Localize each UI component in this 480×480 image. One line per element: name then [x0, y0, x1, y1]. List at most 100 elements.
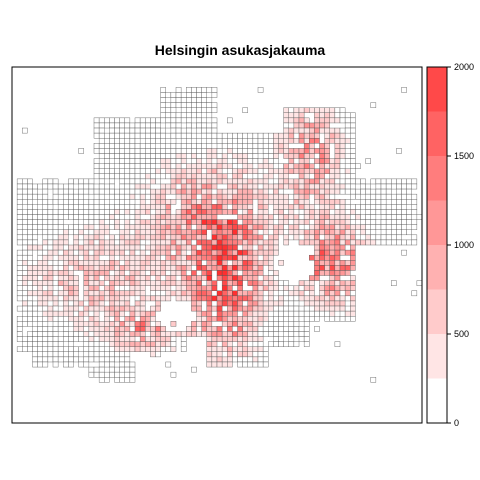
- heatmap-cell: [83, 285, 90, 291]
- heatmap-cell: [139, 346, 146, 352]
- heatmap-cell: [298, 188, 305, 195]
- heatmap-cell: [78, 300, 84, 307]
- heatmap-cell: [114, 300, 120, 307]
- heatmap-cell: [37, 275, 43, 281]
- heatmap-cell: [83, 229, 90, 236]
- heatmap-cell: [145, 173, 151, 180]
- heatmap-cell: [104, 122, 110, 129]
- heatmap-cell: [247, 229, 254, 236]
- heatmap-cell: [268, 158, 274, 164]
- heatmap-cell: [42, 310, 49, 317]
- heatmap-cell: [27, 219, 33, 225]
- heatmap-cell: [237, 132, 243, 139]
- heatmap-cell: [375, 219, 382, 225]
- heatmap-cell: [247, 265, 254, 271]
- heatmap-cell: [83, 214, 90, 220]
- heatmap-cell: [232, 204, 238, 210]
- heatmap-cell: [42, 331, 49, 337]
- heatmap-cell: [268, 244, 274, 251]
- heatmap-cell: [32, 351, 38, 358]
- heatmap-cell: [380, 234, 387, 241]
- heatmap-cell: [155, 326, 161, 332]
- heatmap-cell: [27, 193, 33, 200]
- heatmap-cell: [211, 117, 218, 124]
- heatmap-cell: [93, 270, 100, 276]
- heatmap-cell: [314, 188, 320, 195]
- heatmap-cell: [83, 244, 90, 251]
- heatmap-cell: [119, 326, 125, 332]
- heatmap-cell: [227, 234, 233, 241]
- heatmap-cell: [104, 209, 110, 215]
- heatmap-cell: [242, 148, 248, 154]
- heatmap-cell: [37, 346, 43, 352]
- heatmap-cell: [334, 158, 341, 164]
- heatmap-cell: [288, 163, 295, 169]
- heatmap-cell: [139, 229, 146, 236]
- heatmap-cell: [303, 285, 310, 291]
- heatmap-cell: [232, 132, 238, 139]
- heatmap-cell: [298, 326, 305, 332]
- heatmap-cell: [139, 188, 146, 195]
- heatmap-cell: [411, 178, 418, 185]
- heatmap-cell: [201, 183, 207, 190]
- heatmap-cell: [63, 300, 69, 307]
- heatmap-cell: [119, 366, 125, 373]
- heatmap-cell: [170, 188, 177, 195]
- heatmap-cell: [252, 326, 259, 332]
- heatmap-cell: [309, 239, 315, 246]
- heatmap-cell: [155, 178, 161, 185]
- heatmap-cell: [155, 127, 161, 134]
- heatmap-cell: [401, 199, 407, 205]
- heatmap-cell: [206, 132, 213, 139]
- heatmap-cell: [175, 168, 182, 175]
- heatmap-cell: [380, 224, 387, 230]
- heatmap-cell: [88, 326, 95, 332]
- heatmap-cell: [201, 153, 207, 159]
- heatmap-cell: [73, 275, 79, 281]
- heatmap-cell: [155, 193, 161, 200]
- heatmap-cell: [278, 224, 284, 230]
- heatmap-cell: [134, 229, 141, 236]
- heatmap-cell: [211, 234, 218, 241]
- heatmap-cell: [211, 239, 218, 246]
- heatmap-cell: [114, 173, 120, 180]
- heatmap-cell: [68, 316, 74, 322]
- heatmap-cell: [155, 214, 161, 220]
- heatmap-cell: [380, 214, 387, 220]
- heatmap-cell: [139, 193, 146, 200]
- legend-swatch: [427, 378, 447, 423]
- heatmap-cell: [237, 260, 243, 266]
- heatmap-cell: [22, 249, 28, 256]
- heatmap-cell: [232, 244, 238, 251]
- heatmap-cell: [124, 137, 131, 144]
- heatmap-cell: [303, 168, 310, 175]
- heatmap-cell: [268, 234, 274, 241]
- heatmap-cell: [247, 300, 254, 307]
- heatmap-cell: [237, 239, 243, 246]
- heatmap-cell: [98, 371, 105, 378]
- heatmap-cell: [98, 127, 105, 134]
- heatmap-cell: [32, 239, 38, 246]
- heatmap-cell: [165, 361, 172, 368]
- heatmap-cell: [114, 280, 120, 286]
- heatmap-cell: [196, 265, 202, 271]
- heatmap-cell: [155, 199, 161, 205]
- heatmap-cell: [175, 117, 182, 124]
- heatmap-cell: [186, 112, 192, 119]
- heatmap-cell: [129, 209, 136, 215]
- heatmap-cell: [155, 295, 161, 302]
- heatmap-cell: [242, 224, 248, 230]
- heatmap-cell: [57, 351, 64, 358]
- heatmap-cell: [257, 326, 264, 332]
- heatmap-cell: [37, 356, 43, 363]
- heatmap-cell: [180, 219, 187, 225]
- heatmap-cell: [262, 254, 269, 261]
- heatmap-cell: [160, 143, 166, 149]
- heatmap-cell: [114, 234, 120, 241]
- heatmap-cell: [186, 173, 192, 180]
- heatmap-cell: [57, 275, 64, 281]
- heatmap-cell: [391, 224, 397, 230]
- heatmap-cell: [42, 193, 49, 200]
- heatmap-cell: [139, 204, 146, 210]
- heatmap-cell: [344, 214, 351, 220]
